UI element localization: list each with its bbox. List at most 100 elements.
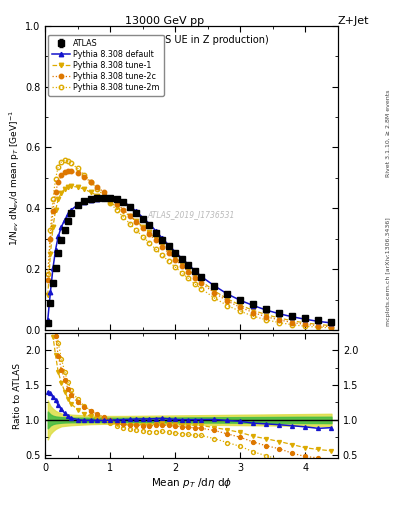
Pythia 8.308 tune-1: [121, 208, 126, 214]
Pythia 8.308 tune-2c: [121, 206, 126, 212]
Pythia 8.308 default: [251, 303, 256, 309]
Pythia 8.308 tune-2c: [193, 274, 197, 281]
Pythia 8.308 tune-2m: [140, 233, 145, 240]
Pythia 8.308 tune-2m: [277, 319, 282, 326]
Line: Pythia 8.308 tune-2m: Pythia 8.308 tune-2m: [46, 158, 334, 330]
Pythia 8.308 tune-2c: [88, 179, 93, 185]
Pythia 8.308 default: [127, 203, 132, 209]
Pythia 8.308 tune-2m: [329, 325, 334, 331]
Pythia 8.308 tune-2m: [127, 221, 132, 227]
Pythia 8.308 tune-1: [114, 203, 119, 209]
Pythia 8.308 tune-2c: [108, 195, 113, 201]
Pythia 8.308 tune-2c: [134, 219, 139, 225]
Pythia 8.308 default: [82, 199, 86, 205]
Pythia 8.308 default: [69, 207, 73, 213]
Pythia 8.308 tune-2m: [153, 246, 158, 252]
Pythia 8.308 default: [173, 249, 178, 255]
Pythia 8.308 tune-2c: [251, 309, 256, 315]
Pythia 8.308 default: [75, 202, 80, 208]
Text: mcplots.cern.ch [arXiv:1306.3436]: mcplots.cern.ch [arXiv:1306.3436]: [386, 217, 391, 326]
Pythia 8.308 tune-1: [212, 288, 217, 294]
Pythia 8.308 tune-1: [329, 323, 334, 329]
Pythia 8.308 tune-2m: [108, 200, 113, 206]
Pythia 8.308 tune-2m: [147, 240, 152, 246]
Pythia 8.308 tune-2c: [62, 169, 67, 176]
Pythia 8.308 tune-2m: [59, 159, 64, 165]
Pythia 8.308 default: [180, 255, 184, 262]
Pythia 8.308 tune-1: [140, 224, 145, 230]
Pythia 8.308 default: [48, 289, 53, 295]
Text: 13000 GeV pp: 13000 GeV pp: [125, 16, 205, 27]
Pythia 8.308 default: [108, 195, 113, 201]
Pythia 8.308 tune-2c: [186, 269, 191, 275]
Pythia 8.308 tune-2m: [173, 264, 178, 270]
Pythia 8.308 tune-1: [82, 186, 86, 193]
Pythia 8.308 default: [199, 273, 204, 280]
Pythia 8.308 tune-1: [62, 186, 67, 192]
Pythia 8.308 tune-2c: [180, 263, 184, 269]
Pythia 8.308 default: [303, 316, 308, 323]
Pythia 8.308 tune-1: [225, 296, 230, 302]
Pythia 8.308 tune-1: [180, 261, 184, 267]
Pythia 8.308 tune-1: [88, 189, 93, 195]
Pythia 8.308 tune-2m: [82, 172, 86, 178]
Pythia 8.308 default: [147, 221, 152, 227]
Pythia 8.308 tune-2c: [264, 314, 269, 320]
X-axis label: Mean $p_T$ /d$\eta$ d$\phi$: Mean $p_T$ /d$\eta$ d$\phi$: [151, 476, 232, 490]
Pythia 8.308 default: [56, 233, 61, 240]
Pythia 8.308 tune-2c: [303, 322, 308, 328]
Pythia 8.308 tune-1: [48, 251, 53, 257]
Pythia 8.308 default: [51, 265, 55, 271]
Pythia 8.308 tune-2m: [290, 322, 295, 328]
Pythia 8.308 tune-2m: [264, 317, 269, 323]
Pythia 8.308 tune-1: [75, 184, 80, 190]
Legend: ATLAS, Pythia 8.308 default, Pythia 8.308 tune-1, Pythia 8.308 tune-2c, Pythia 8: ATLAS, Pythia 8.308 default, Pythia 8.30…: [48, 35, 163, 96]
Pythia 8.308 tune-1: [51, 224, 55, 230]
Pythia 8.308 tune-2m: [51, 196, 55, 202]
Pythia 8.308 tune-2m: [101, 193, 106, 199]
Pythia 8.308 default: [153, 228, 158, 234]
Pythia 8.308 default: [316, 318, 321, 325]
Pythia 8.308 default: [114, 196, 119, 202]
Pythia 8.308 default: [134, 208, 139, 215]
Pythia 8.308 tune-2c: [238, 304, 243, 310]
Pythia 8.308 tune-2c: [51, 207, 55, 214]
Pythia 8.308 tune-2m: [62, 157, 67, 163]
Pythia 8.308 tune-2c: [53, 189, 58, 195]
Pythia 8.308 tune-1: [303, 320, 308, 326]
Pythia 8.308 tune-2c: [277, 317, 282, 323]
Pythia 8.308 tune-2c: [329, 324, 334, 330]
Pythia 8.308 tune-1: [95, 193, 99, 199]
Pythia 8.308 tune-2c: [101, 189, 106, 195]
Pythia 8.308 default: [46, 316, 50, 323]
Text: ATLAS_2019_I1736531: ATLAS_2019_I1736531: [148, 210, 235, 219]
Pythia 8.308 tune-2m: [66, 158, 70, 164]
Pythia 8.308 tune-1: [251, 307, 256, 313]
Pythia 8.308 tune-2m: [48, 227, 53, 233]
Pythia 8.308 tune-1: [69, 183, 73, 189]
Pythia 8.308 tune-1: [290, 318, 295, 324]
Pythia 8.308 default: [88, 197, 93, 203]
Pythia 8.308 tune-2c: [212, 290, 217, 296]
Pythia 8.308 tune-2c: [147, 231, 152, 238]
Pythia 8.308 tune-2c: [114, 200, 119, 206]
Pythia 8.308 tune-2m: [46, 271, 50, 277]
Pythia 8.308 tune-2c: [75, 170, 80, 177]
Pythia 8.308 tune-2c: [140, 225, 145, 231]
Pythia 8.308 default: [140, 215, 145, 221]
Pythia 8.308 tune-1: [160, 242, 165, 248]
Pythia 8.308 tune-2c: [153, 237, 158, 243]
Line: Pythia 8.308 default: Pythia 8.308 default: [46, 196, 334, 325]
Pythia 8.308 tune-2c: [59, 173, 64, 179]
Pythia 8.308 tune-1: [277, 315, 282, 321]
Line: Pythia 8.308 tune-2c: Pythia 8.308 tune-2c: [46, 169, 334, 329]
Pythia 8.308 tune-2m: [56, 163, 61, 169]
Pythia 8.308 tune-2c: [290, 319, 295, 326]
Pythia 8.308 tune-1: [134, 218, 139, 224]
Pythia 8.308 tune-1: [193, 272, 197, 279]
Pythia 8.308 default: [101, 195, 106, 201]
Pythia 8.308 default: [59, 224, 64, 230]
Pythia 8.308 tune-2m: [114, 207, 119, 214]
Pythia 8.308 tune-2m: [212, 295, 217, 301]
Pythia 8.308 tune-1: [56, 196, 61, 202]
